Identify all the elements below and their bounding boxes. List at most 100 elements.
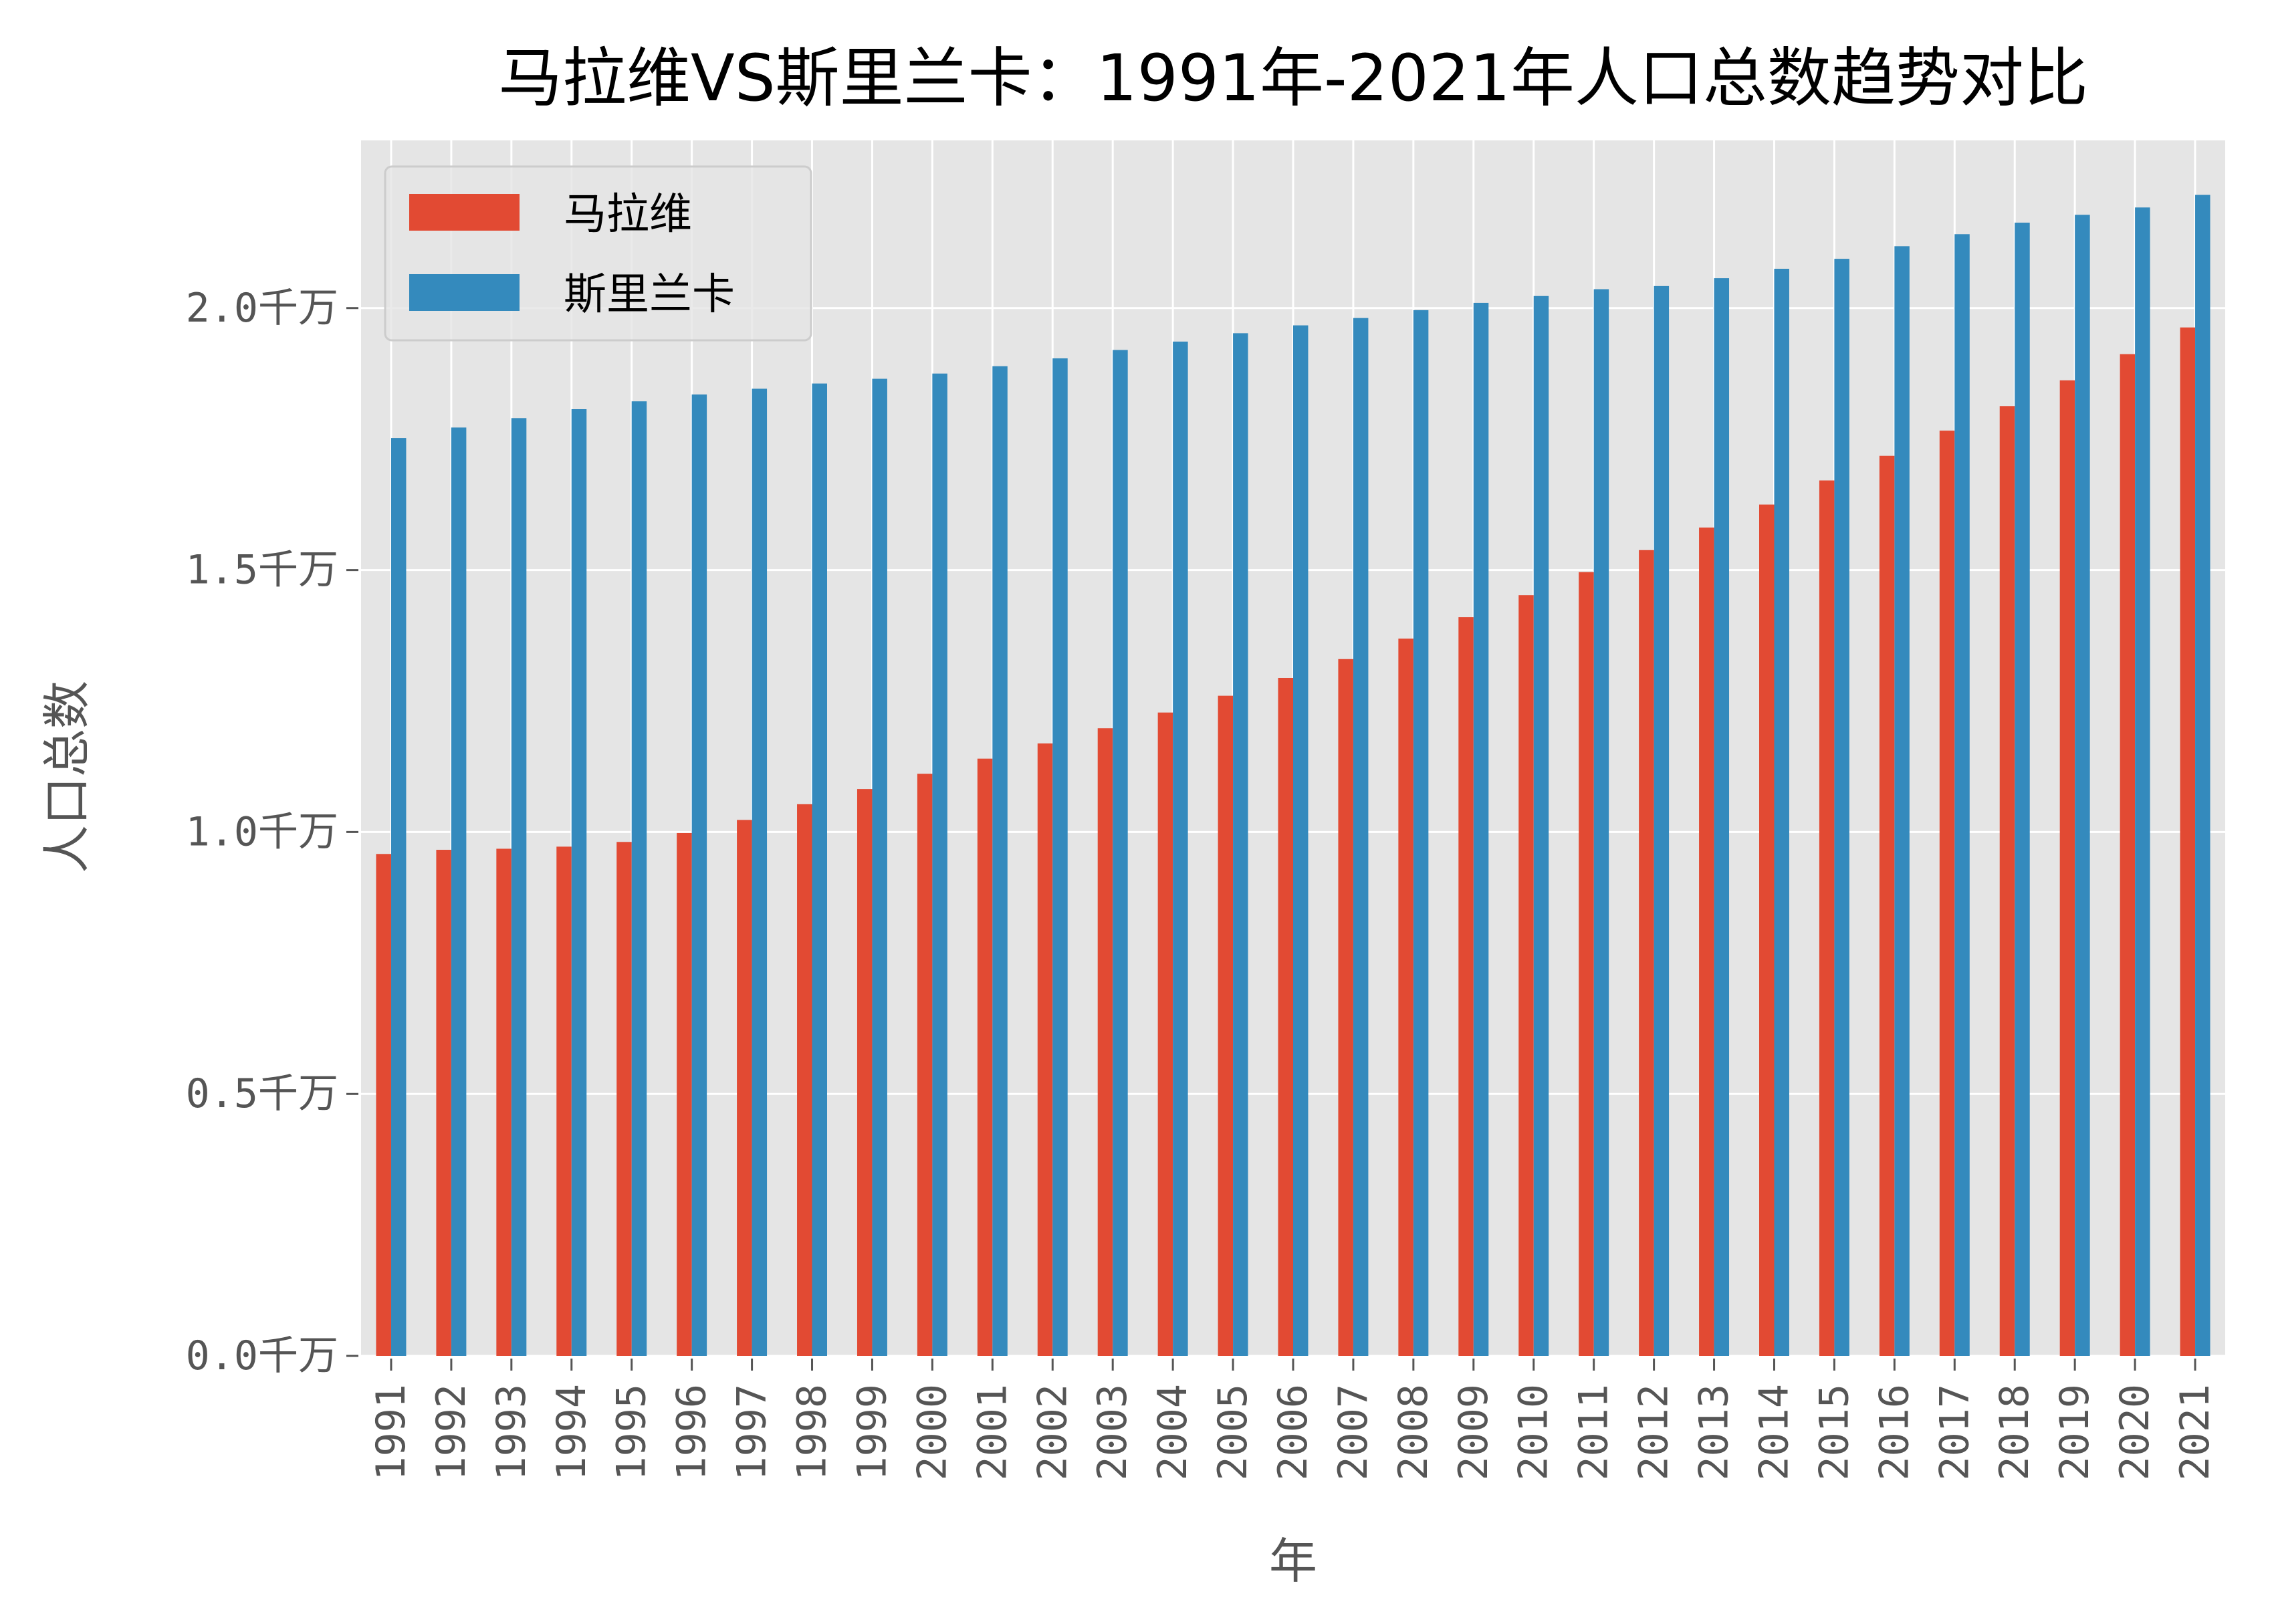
x-tick-label: 2015 [1811,1384,1857,1481]
bar-malawi-2000 [917,774,933,1356]
y-tick-label: 0.0千万 [186,1332,338,1379]
x-tick-label: 2011 [1571,1384,1617,1481]
x-tick-label: 1994 [548,1384,595,1481]
bar-sri-lanka-1996 [691,394,707,1356]
bar-malawi-1998 [797,804,812,1356]
y-axis-ticks: 0.0千万 0.5千万 1.0千万 1.5千万 2.0千万 [186,285,358,1379]
bar-malawi-2004 [1157,712,1173,1356]
x-tick-label: 2010 [1510,1384,1557,1481]
bar-sri-lanka-2012 [1654,285,1670,1356]
bar-malawi-2017 [1939,431,1955,1356]
x-tick-label: 2003 [1089,1384,1136,1481]
x-tick-label: 2014 [1750,1384,1797,1481]
bar-malawi-2016 [1879,455,1895,1356]
bar-sri-lanka-2008 [1413,310,1429,1357]
x-tick-label: 2004 [1149,1384,1196,1481]
legend-label-sri-lanka: 斯里兰卡 [564,270,735,320]
x-tick-label: 2007 [1330,1384,1377,1481]
y-tick-label: 1.0千万 [186,808,338,855]
bar-malawi-2011 [1579,572,1594,1357]
bar-malawi-2021 [2180,327,2196,1357]
x-tick-label: 2013 [1691,1384,1738,1481]
bar-sri-lanka-2016 [1894,246,1910,1356]
y-tick-label: 2.0千万 [186,285,338,332]
x-tick-label: 2000 [909,1384,955,1481]
x-tick-label: 1995 [608,1384,655,1481]
bar-sri-lanka-2017 [1954,234,1970,1357]
y-axis-label: 人口总数 [39,681,95,873]
bar-sri-lanka-2004 [1173,341,1188,1356]
bar-sri-lanka-2011 [1593,289,1609,1356]
bar-malawi-2007 [1338,659,1353,1357]
x-tick-label: 2021 [2172,1384,2219,1481]
bar-malawi-2009 [1458,617,1474,1356]
bar-malawi-1991 [376,854,391,1356]
x-tick-label: 2008 [1390,1384,1437,1481]
legend-label-malawi: 马拉维 [564,190,692,239]
x-axis-label: 年 [1269,1533,1317,1589]
x-tick-label: 2017 [1931,1384,1978,1481]
bars [376,195,2210,1357]
x-tick-label: 2001 [969,1384,1016,1481]
x-tick-label: 1991 [368,1384,415,1481]
bar-malawi-2019 [2059,380,2075,1357]
x-tick-label: 2006 [1270,1384,1317,1481]
bar-sri-lanka-2003 [1113,350,1128,1357]
bar-malawi-2003 [1097,728,1113,1356]
bar-sri-lanka-2010 [1533,296,1549,1356]
bar-sri-lanka-1995 [631,401,647,1356]
chart-title: 马拉维VS斯里兰卡：1991年-2021年人口总数趋势对比 [498,41,2088,116]
x-tick-label: 1996 [669,1384,715,1481]
bar-malawi-2006 [1278,677,1293,1356]
y-tick-label: 1.5千万 [186,547,338,594]
x-tick-label: 2009 [1450,1384,1497,1481]
bar-sri-lanka-2019 [2075,215,2090,1356]
bar-sri-lanka-1991 [390,438,407,1356]
bar-sri-lanka-1993 [511,418,527,1356]
bar-sri-lanka-1992 [451,427,467,1357]
bar-sri-lanka-2020 [2135,207,2150,1356]
x-tick-label: 1999 [848,1384,895,1481]
x-tick-label: 1992 [428,1384,475,1481]
x-tick-label: 2012 [1631,1384,1678,1481]
bar-sri-lanka-2001 [992,366,1008,1357]
bar-sri-lanka-1997 [752,388,768,1356]
x-tick-label: 2016 [1871,1384,1918,1481]
bar-sri-lanka-2021 [2195,195,2210,1356]
bar-sri-lanka-2002 [1052,358,1068,1356]
x-tick-label: 2019 [2051,1384,2098,1481]
bar-malawi-1999 [857,789,873,1356]
bar-malawi-2014 [1759,504,1775,1356]
bar-malawi-2013 [1699,528,1714,1356]
bar-malawi-2010 [1518,595,1534,1356]
bar-malawi-1992 [436,850,451,1356]
y-tick-label: 0.5千万 [186,1070,338,1117]
bar-sri-lanka-2018 [2015,223,2030,1356]
x-tick-label: 2005 [1210,1384,1256,1481]
legend: 马拉维 斯里兰卡 [384,165,812,342]
bar-malawi-2002 [1037,743,1053,1356]
bar-sri-lanka-2000 [932,373,947,1356]
bar-sri-lanka-2007 [1353,318,1369,1356]
bar-malawi-2005 [1218,695,1234,1356]
bar-malawi-1993 [496,848,512,1356]
bar-sri-lanka-2006 [1293,325,1309,1356]
x-tick-label: 1998 [789,1384,836,1481]
bar-sri-lanka-1998 [812,383,827,1356]
bar-malawi-2020 [2120,354,2136,1356]
x-tick-label: 2018 [1991,1384,2038,1481]
bar-sri-lanka-1999 [872,378,887,1357]
bar-malawi-1994 [556,846,572,1356]
x-tick-label: 1993 [488,1384,535,1481]
bar-malawi-1996 [677,832,692,1356]
x-tick-label: 2020 [2112,1384,2158,1481]
x-tick-label: 1997 [729,1384,776,1481]
bar-sri-lanka-2009 [1473,302,1489,1357]
bar-sri-lanka-2013 [1714,278,1730,1356]
bar-sri-lanka-1994 [571,409,587,1356]
x-axis-ticks: 1991 1992 1993 1994 1995 1996 1997 1998 1999 2000… [368,1359,2219,1481]
bar-malawi-2018 [1999,406,2015,1357]
bar-malawi-2015 [1819,480,1835,1356]
